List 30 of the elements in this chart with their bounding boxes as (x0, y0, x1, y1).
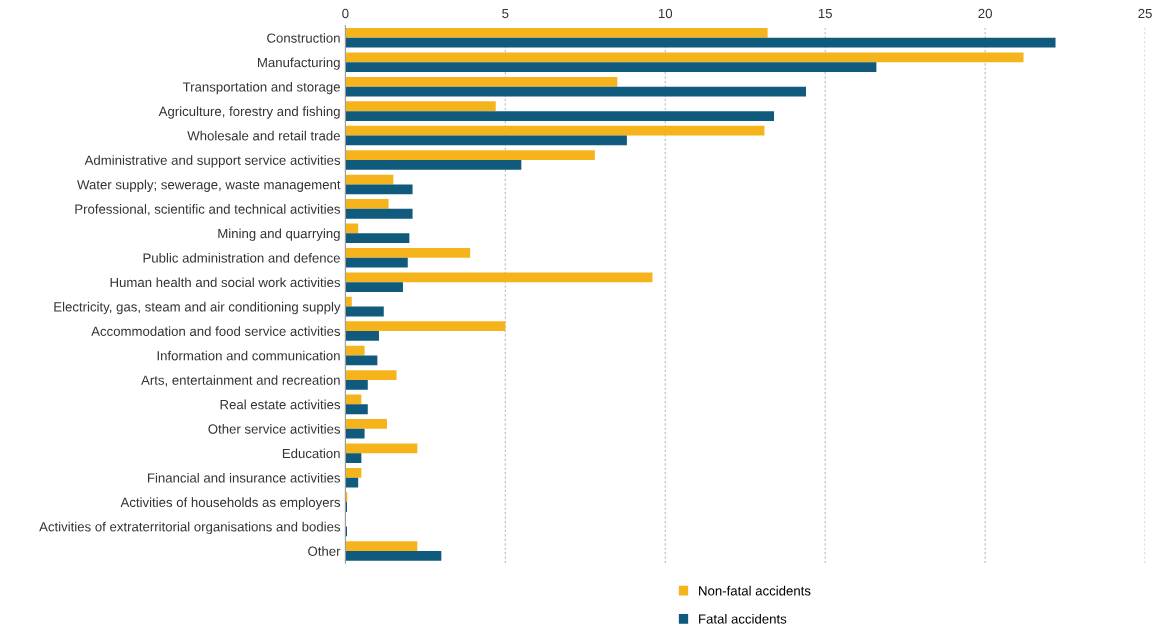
y-tick-label: Professional, scientific and technical activities (75, 204, 341, 216)
y-tick-label: Transportation and storage (182, 81, 340, 95)
y-tick-label: Real estate activities (220, 399, 341, 410)
y-tick-label: Education (282, 448, 340, 459)
y-tick-label: Human health and social work activities (110, 277, 341, 288)
y-tick-label: Wholesale and retail trade (187, 130, 340, 141)
y-tick-label: Financial and insurance activities (148, 472, 341, 483)
x-tick-label: 5 (502, 8, 509, 19)
y-tick-label: Mining and quarrying (218, 228, 340, 241)
y-tick-label: Activities of extraterritorial organisations and bodies (39, 521, 341, 535)
y-tick-label: Other service activities (208, 424, 341, 434)
x-tick-label: 10 (658, 8, 673, 19)
y-tick-label: Administrative and support service activities (84, 155, 341, 168)
y-tick-label: Other (308, 546, 341, 556)
legend-label: Non-fatal accidents (699, 585, 811, 596)
legend-label: Fatal accidents (699, 613, 787, 624)
y-tick-label: Arts, entertainment and recreation (141, 375, 340, 387)
x-tick-label: 25 (1138, 8, 1152, 19)
x-tick-label: 15 (818, 8, 832, 19)
y-tick-label: Accommodation and food service activities (91, 326, 341, 336)
x-tick-label: 20 (978, 8, 992, 19)
y-tick-label: Construction (267, 33, 340, 43)
y-tick-label: Public administration and defence (143, 252, 340, 263)
y-tick-label: Activities of households as employers (120, 497, 341, 510)
y-tick-label: Electricity, gas, steam and air conditioning supply (54, 301, 341, 315)
y-tick-label: Manufacturing (258, 57, 340, 70)
y-tick-label: Information and communication (157, 350, 340, 361)
y-tick-label: Agriculture, forestry and fishing (158, 106, 340, 119)
y-tick-label: Water supply; sewerage, waste management (77, 179, 341, 192)
x-tick-label: 0 (342, 8, 349, 19)
